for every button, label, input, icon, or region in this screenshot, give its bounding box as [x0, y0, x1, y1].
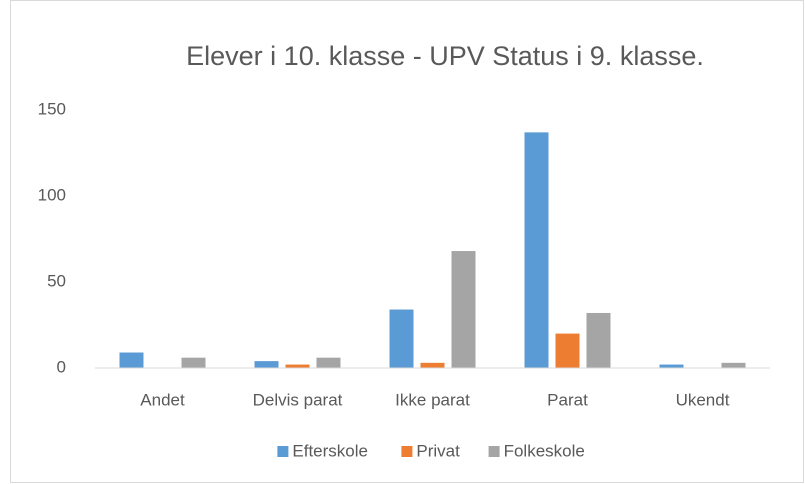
bar	[524, 132, 549, 368]
legend-swatch	[488, 446, 500, 457]
legend-swatch	[277, 446, 289, 457]
bar	[721, 362, 746, 368]
bar	[254, 361, 279, 368]
legend-label: Efterskole	[292, 441, 368, 460]
bar	[389, 309, 414, 368]
bar	[119, 352, 144, 368]
chart-title: Elever i 10. klasse - UPV Status i 9. kl…	[186, 41, 704, 71]
y-tick-label: 0	[57, 357, 66, 376]
x-tick-label: Ikke parat	[395, 390, 470, 409]
chart-frame	[10, 0, 804, 483]
x-tick-label: Delvis parat	[253, 390, 343, 409]
bar	[285, 364, 310, 368]
legend-label: Privat	[416, 441, 460, 460]
legend-label: Folkeskole	[504, 441, 585, 460]
bar	[316, 357, 341, 368]
bar	[451, 251, 476, 368]
y-tick-label: 100	[38, 185, 66, 204]
bar	[181, 357, 206, 368]
bar	[420, 362, 445, 368]
y-tick-label: 50	[47, 271, 66, 290]
x-tick-label: Parat	[547, 390, 588, 409]
bar	[555, 333, 580, 368]
x-tick-label: Ukendt	[676, 390, 730, 409]
bar	[659, 364, 684, 368]
x-tick-label: Andet	[140, 390, 185, 409]
legend-swatch	[401, 446, 413, 457]
y-tick-label: 150	[38, 99, 66, 118]
bar	[586, 312, 611, 368]
